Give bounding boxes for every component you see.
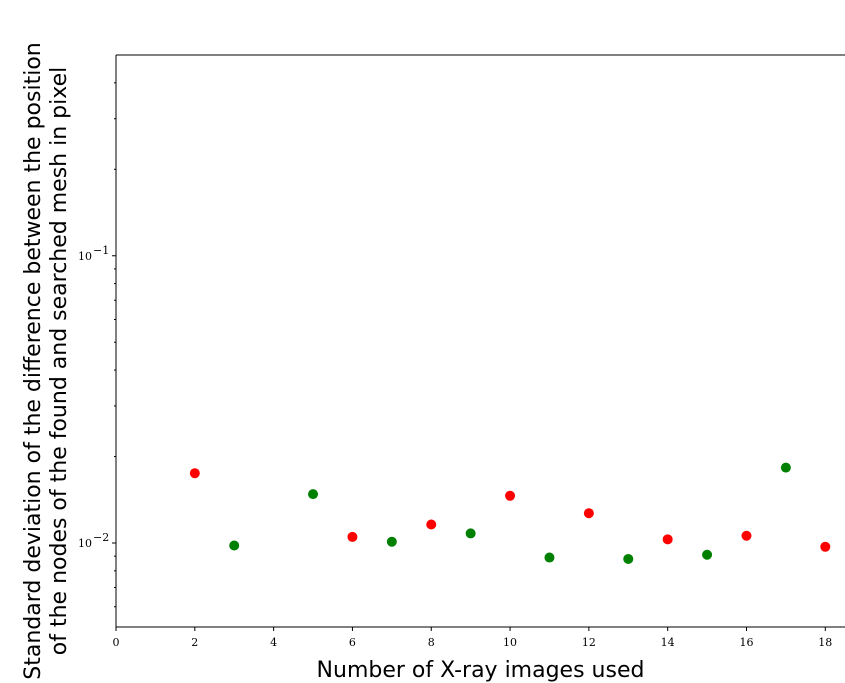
x-tick-label: 10 bbox=[503, 636, 517, 649]
x-tick-label: 12 bbox=[582, 636, 596, 649]
data-point bbox=[702, 549, 713, 560]
x-axis-title: Number of X-ray images used bbox=[317, 658, 645, 683]
data-point bbox=[347, 531, 358, 542]
data-point bbox=[544, 552, 555, 563]
x-tick-label: 2 bbox=[191, 636, 198, 649]
data-point bbox=[426, 519, 437, 530]
y-axis-ticks: 10−210−1 bbox=[78, 82, 116, 608]
data-point bbox=[308, 489, 319, 500]
data-point bbox=[465, 528, 476, 539]
y-axis-title-line-2: of the nodes of the found and searched m… bbox=[47, 67, 72, 655]
y-axis-title: Standard deviation of the difference bet… bbox=[21, 42, 72, 679]
x-tick-label: 18 bbox=[818, 636, 832, 649]
data-point bbox=[623, 553, 634, 564]
data-point bbox=[583, 508, 594, 519]
x-tick-label: 4 bbox=[270, 636, 277, 649]
data-point bbox=[386, 536, 397, 547]
data-point bbox=[662, 534, 673, 545]
y-tick-label-exponent: −2 bbox=[93, 531, 109, 544]
data-point bbox=[189, 468, 200, 479]
x-axis-ticks: 0 2 4 6 8 10 12 14 16 18 bbox=[113, 627, 832, 649]
data-point bbox=[505, 490, 516, 501]
data-point bbox=[741, 530, 752, 541]
x-tick-label: 6 bbox=[349, 636, 356, 649]
y-tick-label-exponent: −1 bbox=[93, 244, 109, 257]
data-point bbox=[229, 540, 240, 551]
y-tick-label: 10 bbox=[78, 250, 92, 263]
y-axis-title-line-1: Standard deviation of the difference bet… bbox=[21, 42, 46, 679]
x-tick-label: 0 bbox=[113, 636, 120, 649]
data-points bbox=[189, 462, 831, 564]
y-tick-label: 10 bbox=[78, 537, 92, 550]
data-point bbox=[780, 462, 791, 473]
x-tick-label: 8 bbox=[428, 636, 435, 649]
axes-frame bbox=[115, 54, 845, 628]
x-tick-label: 16 bbox=[739, 636, 753, 649]
data-point bbox=[820, 541, 831, 552]
x-tick-label: 14 bbox=[661, 636, 675, 649]
